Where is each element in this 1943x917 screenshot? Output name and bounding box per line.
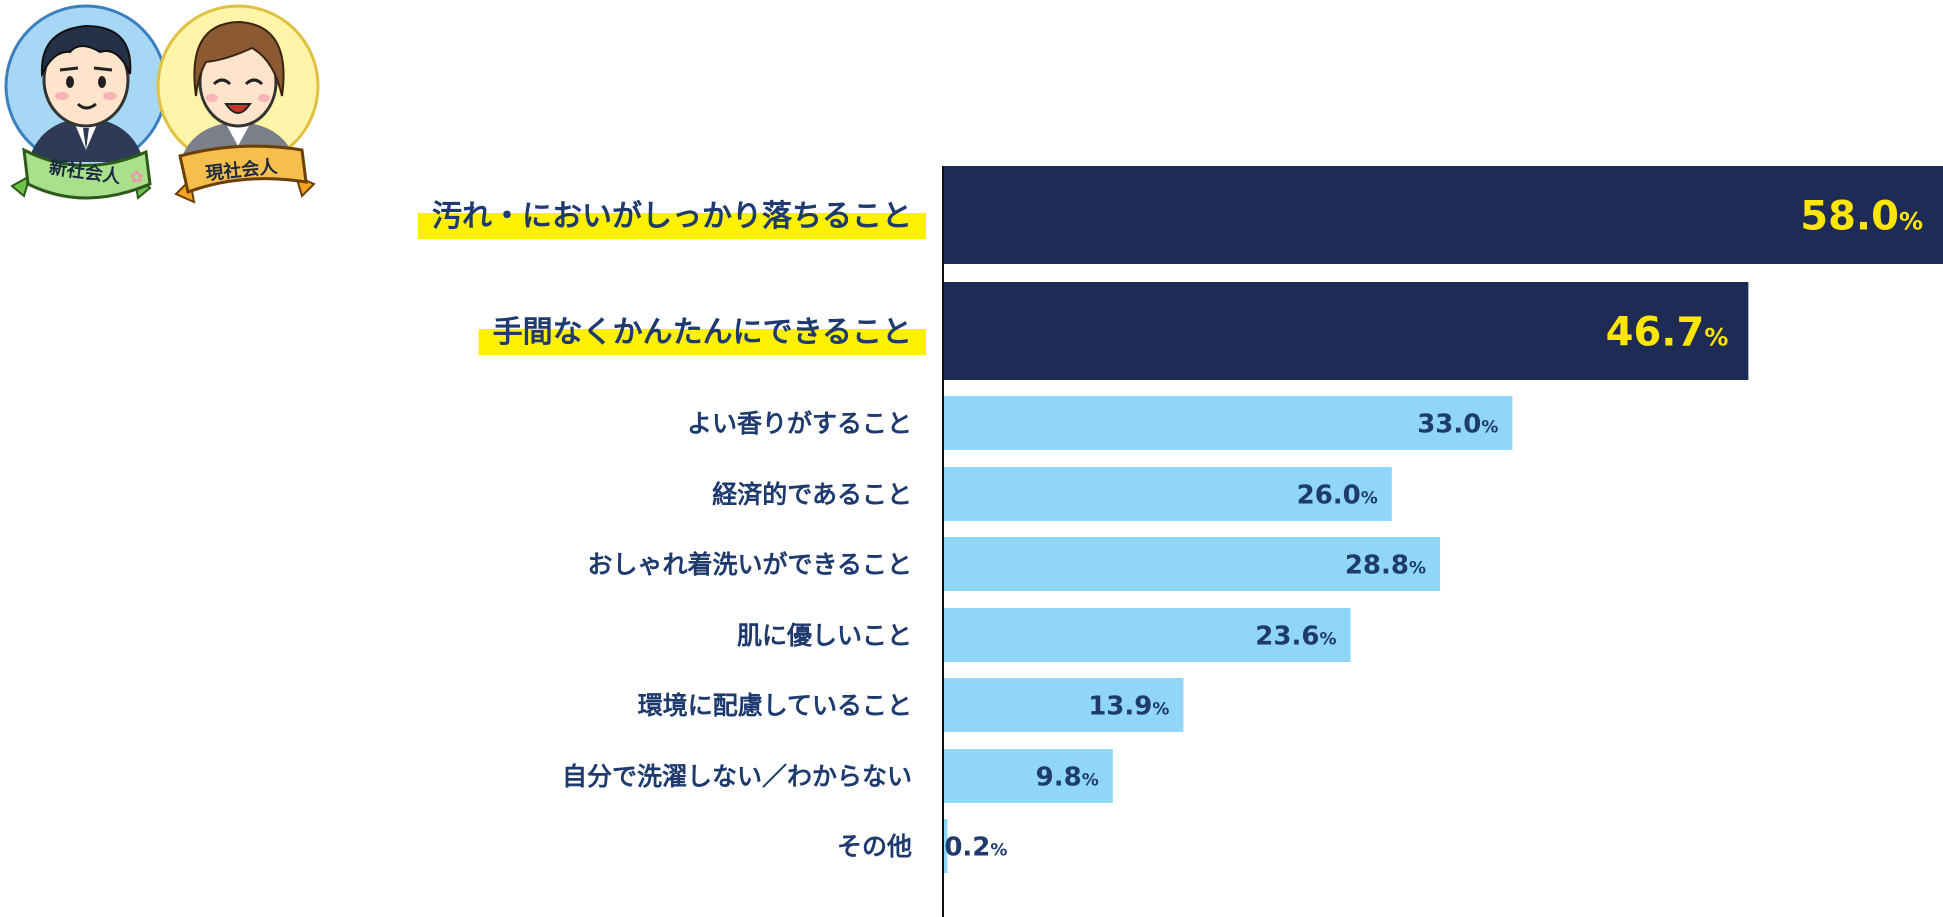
bar-3 (944, 396, 1513, 450)
value-label-9: 0.2% (944, 832, 1007, 862)
value-label-6: 23.6% (1255, 621, 1336, 651)
category-label-3: よい香りがすること (687, 409, 912, 438)
bar-9 (944, 819, 948, 873)
bar-8 (944, 749, 1113, 803)
category-labels: 汚れ・においがしっかり落ちること手間なくかんたんにできることよい香りがすること経… (432, 199, 912, 861)
value-label-4: 26.0% (1297, 480, 1378, 510)
flower-icon: ✿ (130, 167, 143, 186)
value-label-8: 9.8% (1036, 762, 1099, 792)
category-label-5: おしゃれ着洗いができること (587, 550, 912, 579)
value-label-3: 33.0% (1417, 409, 1498, 439)
bar-6 (944, 608, 1351, 662)
category-label-1: 汚れ・においがしっかり落ちること (432, 199, 912, 234)
bar-2 (944, 282, 1749, 380)
bar-5 (944, 537, 1441, 591)
category-label-7: 環境に配慮していること (638, 691, 912, 720)
category-label-2: 手間なくかんたんにできること (493, 315, 912, 350)
bar-4 (944, 467, 1392, 521)
value-label-7: 13.9% (1088, 691, 1169, 721)
category-label-6: 肌に優しいこと (737, 621, 912, 650)
category-label-9: その他 (837, 832, 912, 861)
label-highlight-markers (418, 213, 926, 355)
label-marker-2 (478, 329, 926, 355)
value-labels: 58.0% 46.7% 33.0% 26.0% 28.8% 23.6% 13.9% 9.8% 0… (944, 193, 1923, 862)
label-marker-1 (418, 213, 926, 239)
character-illustrations: 新社会人 ✿ 現社会人 (4, 4, 320, 204)
current-employee-illustration (156, 4, 320, 168)
value-label-5: 28.8% (1345, 550, 1426, 580)
new-employee-illustration (4, 4, 168, 168)
value-label-1: 58.0% (1800, 193, 1923, 239)
category-label-4: 経済的であること (712, 480, 912, 509)
new-employee-ribbon: 新社会人 ✿ (10, 147, 152, 200)
bars (944, 166, 1943, 873)
current-employee-ribbon: 現社会人 (174, 144, 316, 204)
category-label-8: 自分で洗濯しない／わからない (562, 762, 912, 791)
bar-7 (944, 678, 1184, 732)
bar-1 (944, 166, 1943, 264)
value-label-2: 46.7% (1606, 309, 1729, 355)
